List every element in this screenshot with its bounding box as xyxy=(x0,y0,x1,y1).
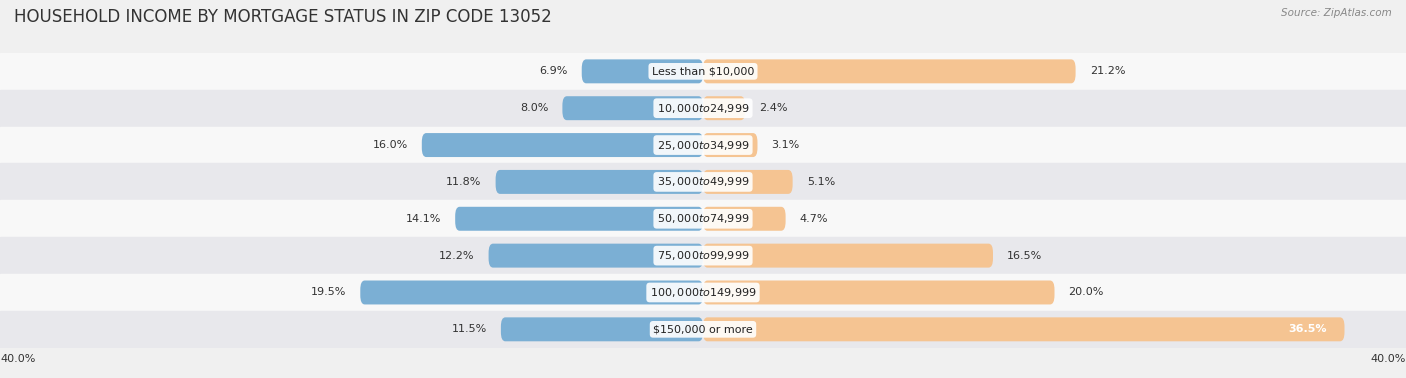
FancyBboxPatch shape xyxy=(496,170,703,194)
Text: 5.1%: 5.1% xyxy=(807,177,835,187)
Text: 8.0%: 8.0% xyxy=(520,103,548,113)
FancyBboxPatch shape xyxy=(360,280,703,304)
FancyBboxPatch shape xyxy=(422,133,703,157)
Text: 36.5%: 36.5% xyxy=(1288,324,1327,334)
Bar xyxy=(0,127,1406,164)
Text: 4.7%: 4.7% xyxy=(800,214,828,224)
Bar xyxy=(0,237,1406,274)
Bar xyxy=(0,311,1406,348)
FancyBboxPatch shape xyxy=(703,96,745,120)
Text: 12.2%: 12.2% xyxy=(439,251,475,260)
FancyBboxPatch shape xyxy=(703,170,793,194)
FancyBboxPatch shape xyxy=(703,244,993,268)
Text: $35,000 to $49,999: $35,000 to $49,999 xyxy=(657,175,749,188)
Text: 19.5%: 19.5% xyxy=(311,288,346,297)
Bar xyxy=(0,53,1406,90)
FancyBboxPatch shape xyxy=(582,59,703,83)
Text: 40.0%: 40.0% xyxy=(0,354,35,364)
Bar xyxy=(0,164,1406,200)
FancyBboxPatch shape xyxy=(703,318,1344,341)
Text: 14.1%: 14.1% xyxy=(406,214,441,224)
FancyBboxPatch shape xyxy=(501,318,703,341)
FancyBboxPatch shape xyxy=(703,59,1076,83)
FancyBboxPatch shape xyxy=(703,133,758,157)
Text: 20.0%: 20.0% xyxy=(1069,288,1104,297)
Text: $100,000 to $149,999: $100,000 to $149,999 xyxy=(650,286,756,299)
FancyBboxPatch shape xyxy=(703,207,786,231)
Bar xyxy=(0,90,1406,127)
Text: 16.0%: 16.0% xyxy=(373,140,408,150)
FancyBboxPatch shape xyxy=(456,207,703,231)
Text: HOUSEHOLD INCOME BY MORTGAGE STATUS IN ZIP CODE 13052: HOUSEHOLD INCOME BY MORTGAGE STATUS IN Z… xyxy=(14,8,551,26)
Text: 3.1%: 3.1% xyxy=(772,140,800,150)
Text: Less than $10,000: Less than $10,000 xyxy=(652,67,754,76)
Text: 2.4%: 2.4% xyxy=(759,103,787,113)
Text: 40.0%: 40.0% xyxy=(1371,354,1406,364)
FancyBboxPatch shape xyxy=(562,96,703,120)
Text: 11.8%: 11.8% xyxy=(446,177,481,187)
Text: $25,000 to $34,999: $25,000 to $34,999 xyxy=(657,139,749,152)
Text: 21.2%: 21.2% xyxy=(1090,67,1125,76)
Text: $150,000 or more: $150,000 or more xyxy=(654,324,752,334)
Text: 16.5%: 16.5% xyxy=(1007,251,1042,260)
Text: 6.9%: 6.9% xyxy=(540,67,568,76)
Text: Source: ZipAtlas.com: Source: ZipAtlas.com xyxy=(1281,8,1392,17)
Bar xyxy=(0,274,1406,311)
Text: $50,000 to $74,999: $50,000 to $74,999 xyxy=(657,212,749,225)
FancyBboxPatch shape xyxy=(489,244,703,268)
Text: $75,000 to $99,999: $75,000 to $99,999 xyxy=(657,249,749,262)
FancyBboxPatch shape xyxy=(703,280,1054,304)
Bar xyxy=(0,200,1406,237)
Text: $10,000 to $24,999: $10,000 to $24,999 xyxy=(657,102,749,115)
Text: 11.5%: 11.5% xyxy=(451,324,486,334)
